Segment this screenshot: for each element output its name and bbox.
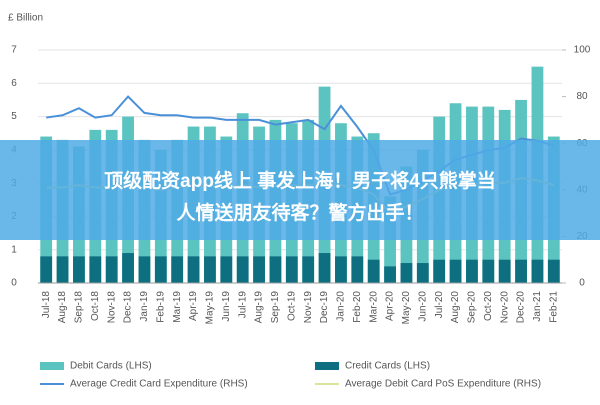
x-tick-label: Jul-20: [434, 291, 445, 319]
x-tick-label: Aug-19: [254, 291, 265, 324]
x-tick-label: Dec-19: [319, 291, 330, 324]
bar: [482, 259, 495, 283]
bar: [171, 256, 184, 283]
banner-text: 顶级配资app线上 事发上海！男子将4只熊掌当: [104, 169, 496, 192]
x-tick-label: Sep-20: [467, 291, 478, 324]
banner-text: 人情送朋友待客？警方出手！: [176, 201, 423, 224]
bar: [40, 256, 53, 283]
bar: [56, 256, 69, 283]
bar: [89, 256, 102, 283]
bar: [367, 259, 380, 283]
x-tick-label: Oct-18: [90, 291, 101, 321]
x-tick-label: Feb-20: [352, 291, 363, 323]
x-tick-label: Aug-18: [57, 291, 68, 324]
x-tick-label: Aug-20: [450, 291, 461, 324]
x-tick-label: Oct-19: [286, 291, 297, 321]
x-tick-label: Nov-18: [106, 291, 117, 324]
bar: [302, 256, 315, 283]
bar: [138, 256, 151, 283]
bar: [269, 256, 282, 283]
legend-swatch: [315, 362, 339, 370]
bar: [220, 256, 233, 283]
legend-swatch: [40, 362, 64, 370]
legend-label: Average Debit Card PoS Expenditure (RHS): [345, 379, 541, 390]
x-tick-label: May-20: [401, 291, 412, 325]
bar: [187, 256, 200, 283]
bar: [433, 259, 446, 283]
bar: [204, 256, 216, 283]
bar: [400, 263, 413, 283]
bar: [154, 256, 167, 283]
y-axis-label: £ Billion: [8, 13, 43, 24]
bar: [105, 256, 118, 283]
bar: [416, 263, 429, 283]
bar: [498, 259, 511, 283]
legend-label: Credit Cards (LHS): [345, 361, 430, 372]
bar: [351, 256, 364, 283]
x-tick-label: Jan-19: [139, 291, 150, 322]
y-tick-label: 5: [11, 111, 17, 122]
legend-label: Debit Cards (LHS): [70, 361, 152, 372]
x-tick-label: Jan-20: [336, 291, 347, 322]
x-tick-label: Jul-19: [237, 291, 248, 319]
x-tick-label: Mar-20: [368, 291, 379, 323]
legend-label: Average Credit Card Expenditure (RHS): [70, 379, 248, 390]
x-tick-label: Dec-20: [516, 291, 527, 324]
bar: [449, 259, 462, 283]
x-tick-label: Apr-19: [188, 291, 199, 321]
x-tick-label: Dec-18: [123, 291, 134, 324]
x-tick-label: Feb-19: [155, 291, 166, 323]
bar: [73, 256, 85, 283]
x-tick-label: Oct-20: [483, 291, 494, 321]
bar: [384, 266, 396, 283]
x-tick-label: Nov-19: [303, 291, 314, 324]
y-tick-label: 6: [11, 78, 17, 89]
bar: [318, 253, 331, 283]
bar: [547, 259, 560, 283]
x-tick-label: Jun-20: [417, 291, 428, 322]
bar: [515, 259, 527, 283]
x-tick-label: May-19: [205, 291, 216, 325]
x-tick-label: Sep-18: [74, 291, 85, 324]
x-tick-label: Nov-20: [499, 291, 510, 324]
y2-tick-label: 0: [579, 278, 585, 289]
x-tick-label: Mar-19: [172, 291, 183, 323]
y2-tick-label: 100: [574, 45, 591, 56]
x-tick-label: Apr-20: [385, 291, 396, 321]
bar: [466, 259, 478, 283]
bar: [531, 259, 544, 283]
x-tick-label: Jan-21: [532, 291, 543, 322]
banner: [0, 140, 600, 240]
bar: [335, 256, 347, 283]
y-tick-label: 1: [11, 244, 17, 255]
x-tick-label: Jun-19: [221, 291, 232, 322]
x-tick-label: Sep-19: [270, 291, 281, 324]
y-tick-label: 7: [11, 45, 17, 56]
bar: [253, 256, 265, 283]
x-tick-label: Feb-21: [548, 291, 559, 323]
bar: [236, 256, 249, 283]
bar: [285, 256, 298, 283]
x-tick-label: Jul-18: [41, 291, 52, 319]
bar: [122, 253, 134, 283]
y-tick-label: 0: [11, 278, 17, 289]
y2-tick-label: 80: [576, 91, 588, 102]
